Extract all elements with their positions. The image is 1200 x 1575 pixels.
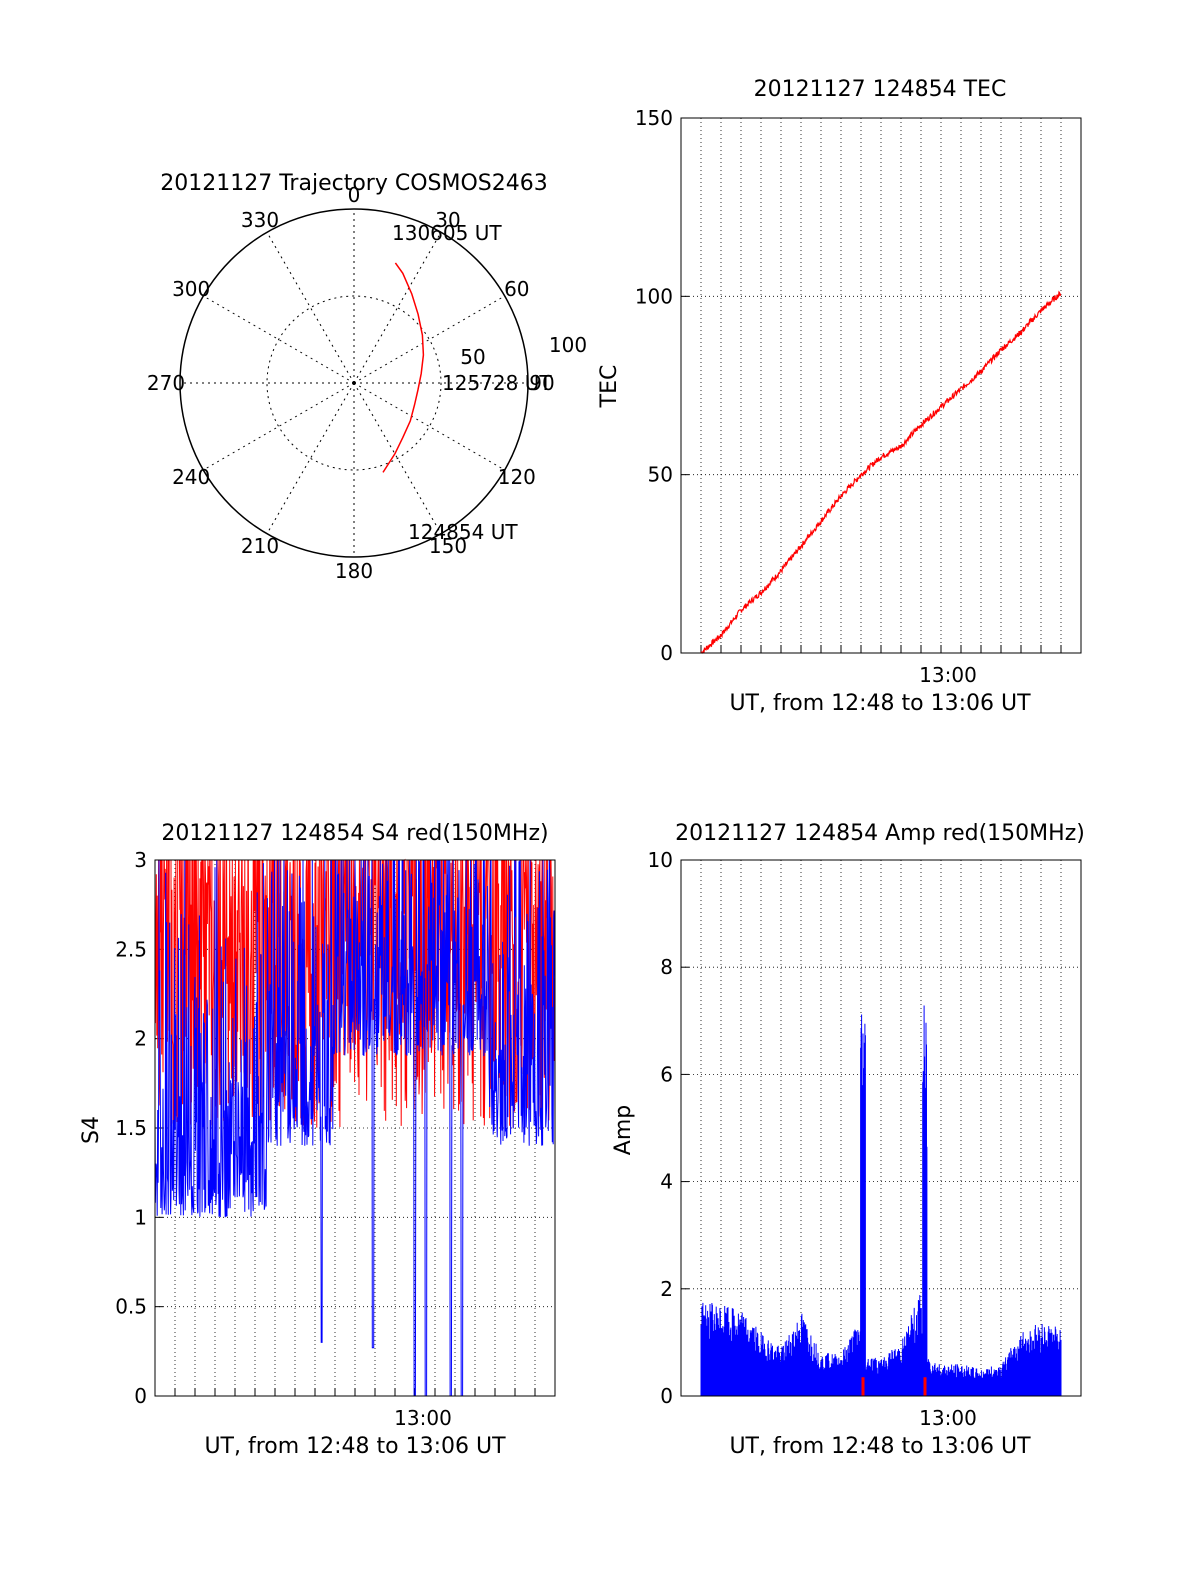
amp-ytick-label-8: 8 bbox=[660, 955, 673, 979]
s4-xlabel: UT, from 12:48 to 13:06 UT bbox=[204, 1434, 506, 1459]
s4-panel: 20121127 124854 S4 red(150MHz) 0 0.5 1 1.5 2… bbox=[79, 821, 556, 1459]
polar-spoke-150 bbox=[353, 382, 442, 534]
polar-azimuth-label-90: 90 bbox=[529, 371, 554, 395]
amp-ytick-label-10: 10 bbox=[648, 848, 673, 872]
polar-outer-circle bbox=[179, 208, 529, 558]
polar-spoke-120 bbox=[353, 382, 505, 471]
amp-y-tick-labels: 0 2 4 6 8 10 bbox=[648, 848, 673, 1408]
amp-series-blue bbox=[700, 1005, 1062, 1396]
amp-series-red bbox=[861, 1377, 927, 1396]
polar-azimuth-label-60: 60 bbox=[504, 277, 529, 301]
polar-azimuth-label-180: 180 bbox=[335, 559, 373, 583]
polar-spoke-240 bbox=[203, 382, 355, 471]
amp-ytick-label-6: 6 bbox=[660, 1062, 673, 1086]
amp-ytick-label-4: 4 bbox=[660, 1170, 673, 1194]
polar-azimuth-label-240: 240 bbox=[172, 465, 210, 489]
amp-panel: 20121127 124854 Amp red(150MHz) 0246810 … bbox=[611, 821, 1085, 1459]
amp-ytick-label-2: 2 bbox=[660, 1277, 673, 1301]
polar-azimuth-label-270: 270 bbox=[147, 371, 185, 395]
polar-inner-ring bbox=[266, 295, 442, 471]
s4-ylabel: S4 bbox=[79, 1116, 104, 1144]
s4-y-tick-labels: 0 0.5 1 1.5 2 2.5 3 bbox=[115, 848, 147, 1408]
tec-xlabel: UT, from 12:48 to 13:06 UT bbox=[729, 691, 1031, 716]
polar-annotation-mid: 125728 UT bbox=[442, 371, 552, 395]
polar-spoke-60 bbox=[353, 295, 505, 384]
tec-title: 20121127 124854 TEC bbox=[754, 77, 1007, 102]
polar-trajectory-line bbox=[382, 262, 425, 473]
polar-annotation-start: 124854 UT bbox=[408, 520, 518, 544]
polar-grid bbox=[179, 208, 529, 558]
polar-azimuth-label-210: 210 bbox=[241, 534, 279, 558]
polar-azimuth-label-300: 300 bbox=[172, 277, 210, 301]
tec-plot-frame bbox=[680, 117, 1082, 654]
polar-azimuth-label-0: 0 bbox=[348, 183, 361, 207]
polar-radius-label-50: 50 bbox=[460, 345, 485, 369]
polar-radius-label-100: 100 bbox=[549, 333, 587, 357]
s4-ytick-label-0.5: 0.5 bbox=[115, 1295, 147, 1319]
tec-ytick-label-100: 100 bbox=[635, 284, 673, 308]
tec-grid bbox=[681, 117, 1081, 654]
amp-title: 20121127 124854 Amp red(150MHz) bbox=[675, 821, 1085, 846]
polar-spoke-300 bbox=[203, 295, 355, 384]
s4-ytick-label-0: 0 bbox=[134, 1384, 147, 1408]
s4-title: 20121127 124854 S4 red(150MHz) bbox=[161, 821, 548, 846]
s4-ytick-label-2.5: 2.5 bbox=[115, 937, 147, 961]
s4-ytick-label-2: 2 bbox=[134, 1027, 147, 1051]
s4-ytick-label-1: 1 bbox=[134, 1205, 147, 1229]
tec-ylabel: TEC bbox=[597, 365, 622, 409]
polar-azimuth-label-120: 120 bbox=[498, 465, 536, 489]
tec-y-tick-labels: 0 50 100 150 bbox=[635, 106, 673, 665]
tec-ytick-label-150: 150 bbox=[635, 106, 673, 130]
polar-title: 20121127 Trajectory COSMOS2463 bbox=[160, 171, 547, 196]
tec-ytick-label-50: 50 bbox=[648, 463, 673, 487]
tec-ytick-label-0: 0 bbox=[660, 641, 673, 665]
polar-panel: 20121127 Trajectory COSMOS2463 030609012… bbox=[147, 171, 587, 583]
tec-series-line bbox=[700, 290, 1062, 654]
s4-ytick-label-1.5: 1.5 bbox=[115, 1116, 147, 1140]
polar-azimuth-label-30: 30 bbox=[435, 208, 460, 232]
amp-grid bbox=[681, 859, 1081, 1397]
tec-xtick-1300: 13:00 bbox=[919, 663, 977, 687]
polar-spoke-30 bbox=[353, 232, 442, 384]
amp-ylabel: Amp bbox=[611, 1105, 636, 1155]
polar-azimuth-labels: 0 30 60 90 120 150 180 210 240 270 300 330 bbox=[147, 183, 555, 583]
polar-spoke-330 bbox=[266, 232, 355, 384]
polar-annotation-end: 130605 UT bbox=[392, 221, 502, 245]
s4-plot-frame bbox=[154, 859, 556, 1397]
polar-azimuth-label-330: 330 bbox=[241, 208, 279, 232]
s4-xtick-1300: 13:00 bbox=[394, 1406, 452, 1430]
amp-ytick-label-0: 0 bbox=[660, 1384, 673, 1408]
polar-azimuth-label-150: 150 bbox=[429, 534, 467, 558]
amp-xtick-1300: 13:00 bbox=[919, 1406, 977, 1430]
amp-xlabel: UT, from 12:48 to 13:06 UT bbox=[729, 1434, 1031, 1459]
polar-spoke-210 bbox=[266, 382, 355, 534]
amp-plot-frame bbox=[680, 859, 1082, 1397]
s4-ytick-label-3: 3 bbox=[134, 848, 147, 872]
